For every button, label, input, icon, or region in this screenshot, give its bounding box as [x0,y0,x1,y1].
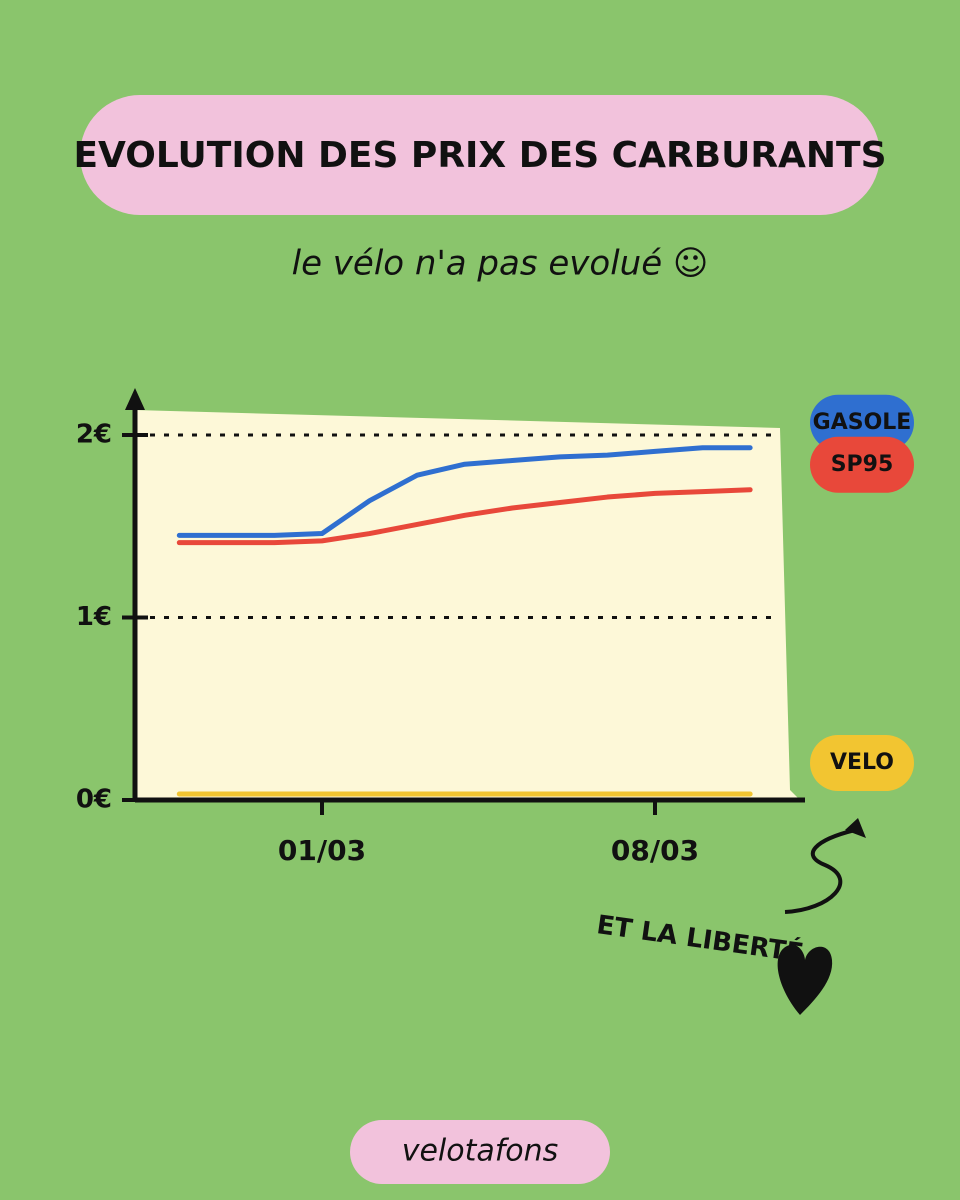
legend-pill [810,735,914,791]
title-pill [80,95,880,215]
arrow-head [845,818,866,838]
legend-label: SP95 [831,452,894,477]
x-tick-label: 08/03 [611,834,699,867]
y-axis-arrow [125,388,145,410]
footer: velotafons [402,1134,559,1169]
legend-label: VELO [830,750,894,775]
legend-label: GASOLE [813,410,912,435]
x-tick-label: 01/03 [278,834,366,867]
legend-pill [810,394,914,451]
heart [777,944,833,1015]
legend-pill [810,436,914,493]
chart-subtitle: le vélo n'a pas evolué ☺ [292,244,709,284]
series-line [176,487,753,546]
chart-title: EVOLUTION DES PRIX DES CARBURANTS [73,135,886,176]
y-tick-label: 1€ [76,602,112,632]
plot-area [135,410,800,800]
series-line [176,445,753,538]
y-tick-label: 0€ [76,785,112,815]
footer-pill [350,1120,610,1184]
arrow [784,828,856,914]
y-tick-label: 2€ [76,420,112,450]
